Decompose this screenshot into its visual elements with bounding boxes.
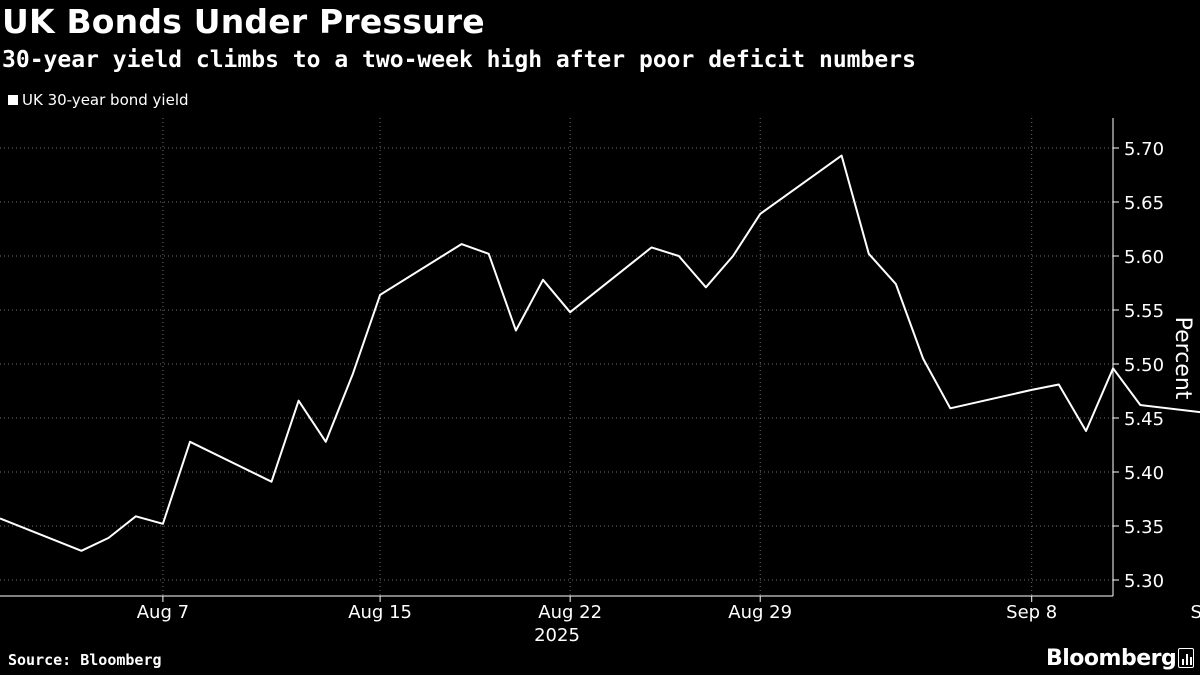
legend-swatch — [8, 95, 18, 105]
y-axis-label: Percent — [1170, 317, 1195, 400]
chart-subtitle: 30-year yield climbs to a two-week high … — [2, 47, 916, 73]
legend: UK 30-year bond yield — [8, 90, 189, 110]
y-tick-label: 5.65 — [1124, 193, 1164, 214]
y-tick-label: 5.60 — [1124, 247, 1164, 268]
chart-title: UK Bonds Under Pressure — [2, 2, 485, 41]
y-tick-label: 5.55 — [1124, 301, 1164, 322]
x-tick-label: Aug 29 — [728, 602, 792, 623]
x-year-label: 2025 — [534, 625, 580, 646]
bloomberg-chart-icon — [1178, 648, 1194, 668]
y-tick-label: 5.50 — [1124, 355, 1164, 376]
x-tick-label: Aug 22 — [538, 602, 602, 623]
bloomberg-logo: Bloomberg — [1046, 646, 1177, 671]
x-tick-label: Aug 7 — [137, 602, 189, 623]
series-line-uk-30-year-bond-yield — [0, 154, 1200, 552]
y-tick-label: 5.30 — [1124, 571, 1164, 592]
y-tick-label: 5.70 — [1124, 139, 1164, 160]
y-tick-label: 5.45 — [1124, 409, 1164, 430]
source-note: Source: Bloomberg — [8, 651, 162, 669]
legend-label: UK 30-year bond yield — [22, 91, 189, 109]
y-tick-label: 5.40 — [1124, 463, 1164, 484]
x-tick-label: Sep 15 — [1190, 602, 1200, 623]
y-tick-label: 5.35 — [1124, 517, 1164, 538]
x-tick-label: Aug 15 — [348, 602, 412, 623]
x-tick-label: Sep 8 — [1006, 602, 1057, 623]
